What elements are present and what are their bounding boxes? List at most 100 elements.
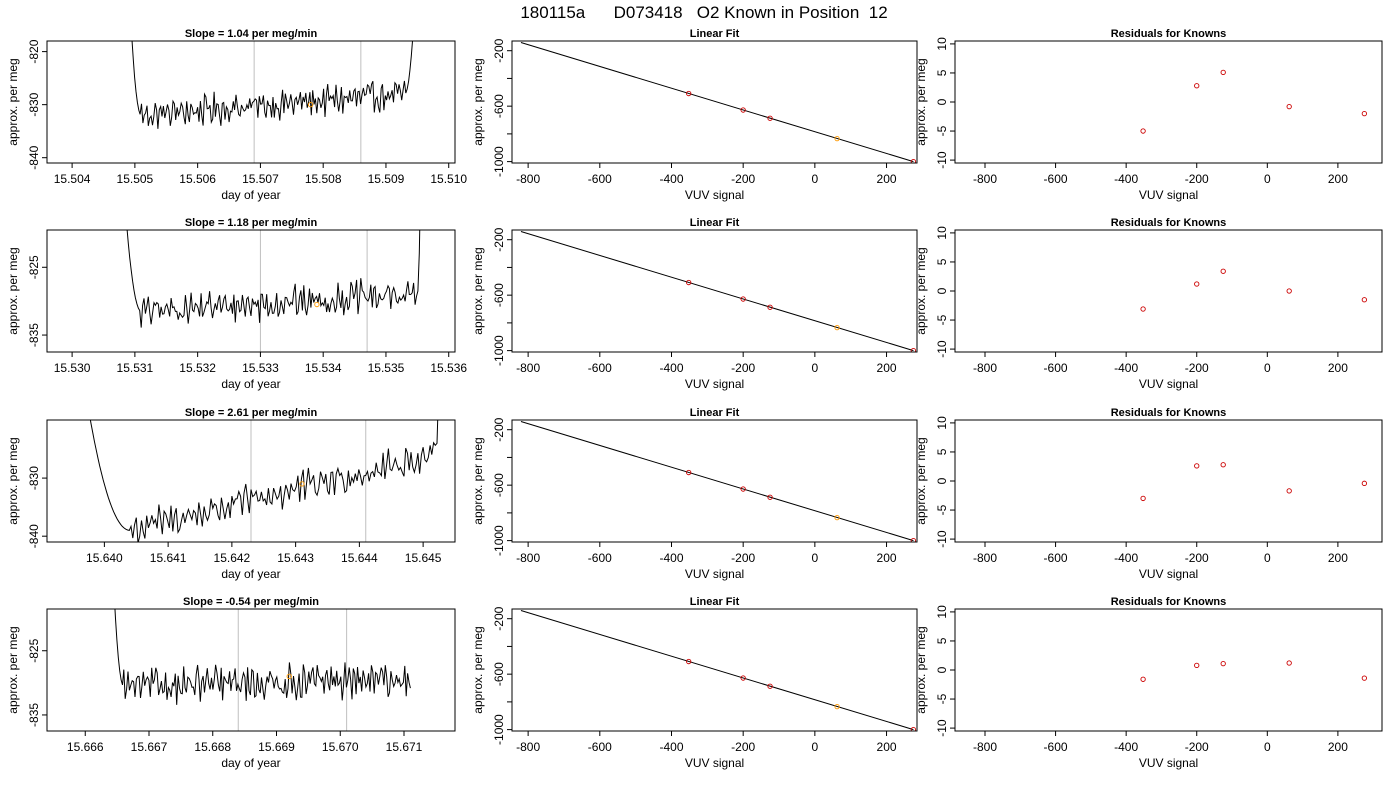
y-tick-label: -600 — [492, 473, 506, 497]
panel-line-3: Slope = -0.54 per meg/min 15.666 15.667 15.… — [6, 596, 456, 770]
plot-data — [126, 230, 421, 352]
x-tick-label: 200 — [1328, 361, 1348, 375]
y-tick-label: 5 — [935, 69, 949, 76]
panels: Slope = 1.04 per meg/min 15.504 15.505 15.5… — [6, 28, 1383, 770]
plot-data — [1140, 462, 1368, 502]
data-point — [740, 107, 746, 113]
y-axis-label: approx. per meg — [471, 247, 485, 334]
x-tick-label: 0 — [1264, 361, 1271, 375]
highlight-point — [834, 514, 840, 521]
panel-title: Linear Fit — [690, 407, 740, 419]
data-point — [1220, 69, 1226, 76]
panel-title: Slope = -0.54 per meg/min — [183, 596, 319, 608]
plot-frame — [511, 229, 918, 353]
x-tick-label: -800 — [973, 551, 997, 565]
y-axis-label: approx. per meg — [471, 58, 485, 145]
panel-title: Residuals for Knowns — [1111, 596, 1227, 608]
y-axis-label: approx. per meg — [471, 437, 485, 524]
panel-resid-2: Residuals for Knowns -800 -600 -400 -200 0 200… — [914, 407, 1383, 581]
x-axis-label: VUV signal — [1139, 756, 1198, 770]
y-tick-label: -825 — [27, 638, 41, 662]
y-tick-label: -1000 — [492, 714, 506, 745]
y-tick-label: -840 — [27, 145, 41, 169]
plot-frame — [511, 608, 918, 732]
data-point — [1286, 660, 1292, 666]
x-tick-label: 0 — [812, 740, 819, 754]
plot-data — [520, 231, 917, 352]
x-tick-label: 15.671 — [386, 740, 423, 754]
y-tick-label: -840 — [27, 524, 41, 548]
x-tick-label: 200 — [877, 740, 897, 754]
x-tick-label: 15.505 — [117, 172, 154, 186]
panel-title: Slope = 1.18 per meg/min — [185, 217, 318, 229]
plot-frame — [511, 419, 918, 543]
x-tick-label: -400 — [1114, 551, 1138, 565]
plot-data — [1140, 69, 1368, 134]
y-axis-label: approx. per meg — [6, 626, 20, 713]
panel-title: Residuals for Knowns — [1111, 217, 1227, 229]
x-tick-label: 200 — [1328, 740, 1348, 754]
y-tick-label: -835 — [27, 323, 41, 347]
x-axis-label: VUV signal — [685, 188, 744, 202]
y-tick-label: -1000 — [492, 146, 506, 177]
y-tick-label: -200 — [492, 417, 506, 441]
data-point — [910, 537, 917, 542]
x-tick-label: -400 — [659, 551, 683, 565]
y-tick-label: -830 — [27, 466, 41, 490]
x-axis-label: VUV signal — [685, 567, 744, 581]
plot-frame — [954, 419, 1383, 543]
y-tick-label: -5 — [935, 314, 949, 325]
highlight-point — [314, 301, 320, 308]
x-tick-label: 15.536 — [430, 361, 467, 375]
panel-line-2: Slope = 2.61 per meg/min 15.640 15.641 15.6… — [6, 407, 456, 581]
x-tick-label: -200 — [1185, 361, 1209, 375]
x-tick-label: -200 — [1185, 551, 1209, 565]
y-tick-label: -200 — [492, 38, 506, 62]
data-point — [1140, 306, 1146, 312]
main-title: 180115a D073418 O2 Known in Position 12 — [520, 3, 887, 22]
x-tick-label: 15.507 — [242, 172, 279, 186]
y-tick-label: -600 — [492, 94, 506, 118]
x-tick-label: 15.668 — [194, 740, 231, 754]
plot-data — [1140, 660, 1368, 682]
highlight-point — [299, 481, 305, 487]
x-tick-label: -400 — [659, 361, 683, 375]
highlight-point — [286, 673, 292, 680]
y-tick-label: -5 — [935, 125, 949, 136]
y-tick-label: 10 — [935, 226, 949, 240]
panel-fit-3: Linear Fit -800 -600 -400 -200 0 200 -200 -600 -1… — [471, 596, 918, 770]
x-axis-label: day of year — [221, 188, 280, 202]
y-tick-label: 5 — [935, 448, 949, 455]
panel-resid-3: Residuals for Knowns -800 -600 -400 -200 0 200… — [914, 596, 1383, 770]
data-point — [1361, 110, 1368, 117]
panel-title: Linear Fit — [690, 596, 740, 608]
x-tick-label: 15.530 — [54, 361, 91, 375]
y-tick-label: 0 — [935, 98, 949, 105]
x-tick-label: -200 — [731, 361, 755, 375]
y-tick-label: -200 — [492, 606, 506, 630]
x-tick-label: 15.504 — [54, 172, 91, 186]
x-tick-label: 0 — [812, 172, 819, 186]
y-tick-label: -600 — [492, 283, 506, 307]
data-point — [1220, 268, 1226, 274]
fit-line — [520, 610, 914, 731]
y-tick-label: -600 — [492, 662, 506, 686]
data-point — [740, 486, 746, 492]
data-point — [1220, 660, 1226, 667]
x-tick-label: 15.669 — [258, 740, 295, 754]
x-tick-label: 15.506 — [179, 172, 216, 186]
x-tick-label: -400 — [1114, 740, 1138, 754]
y-axis-label: approx. per meg — [6, 247, 20, 334]
highlight-point — [834, 135, 840, 142]
x-axis-label: day of year — [221, 377, 280, 391]
plot-frame — [954, 229, 1383, 353]
x-tick-label: 15.642 — [214, 551, 251, 565]
y-tick-label: 5 — [935, 637, 949, 644]
x-tick-label: 15.509 — [368, 172, 405, 186]
x-tick-label: -800 — [973, 361, 997, 375]
data-point — [1194, 463, 1200, 469]
y-tick-label: 10 — [935, 605, 949, 619]
fit-line — [520, 421, 914, 542]
signal-trace — [126, 230, 421, 328]
